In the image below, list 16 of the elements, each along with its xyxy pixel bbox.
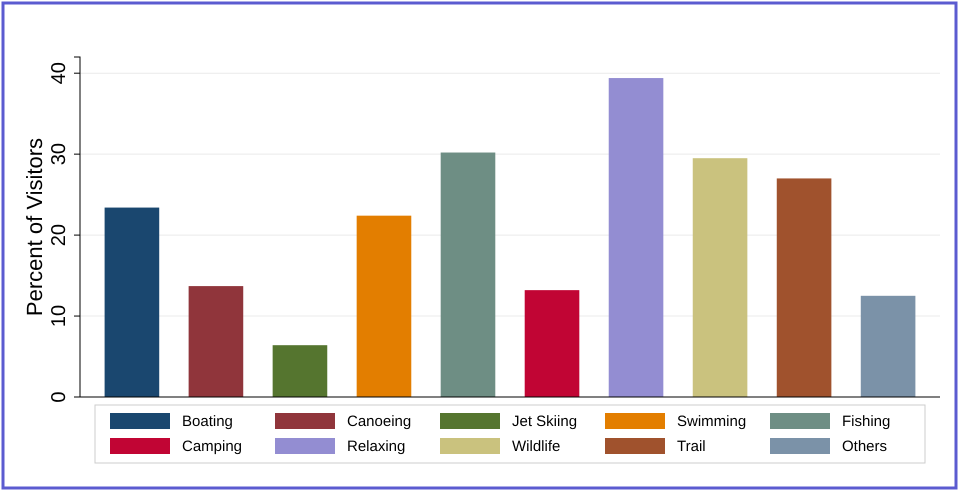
y-tick-label: 30 <box>48 143 70 166</box>
y-tick-label: 10 <box>48 304 70 328</box>
legend-label: Jet Skiing <box>512 413 578 430</box>
y-tick-label: 0 <box>48 391 70 403</box>
legend-label: Relaxing <box>347 438 406 455</box>
legend-label: Boating <box>182 413 233 430</box>
legend-label: Camping <box>182 438 242 455</box>
legend-label: Swimming <box>677 413 746 430</box>
legend-label: Others <box>842 438 888 455</box>
legend-label: Trail <box>677 438 706 455</box>
y-tick-label: 20 <box>48 224 70 246</box>
legend-label: Canoeing <box>347 413 412 430</box>
y-axis-title: Percent of Visitors <box>22 138 47 316</box>
y-tick-label: 40 <box>48 62 70 84</box>
legend-label: Wildlife <box>512 438 560 455</box>
legend-label: Fishing <box>842 413 890 430</box>
